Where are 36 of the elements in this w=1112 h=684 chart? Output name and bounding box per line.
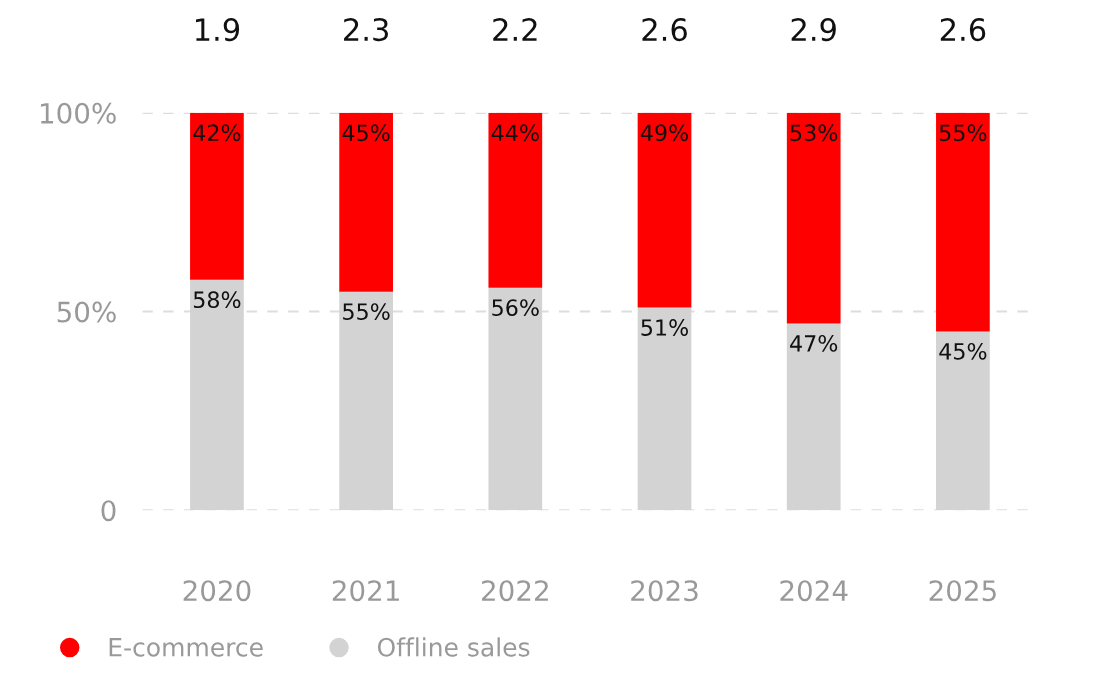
text: 2.6 [940, 18, 986, 42]
data-label: 45% [939, 342, 987, 360]
y-tick-label: 0 [101, 500, 116, 522]
legend-label: Offline sales [377, 637, 530, 657]
data-label: 53% [790, 124, 838, 142]
bar [786, 112, 841, 324]
data-label: 55% [939, 124, 987, 142]
y-tick-label: 100% [40, 102, 116, 124]
bar [190, 112, 244, 280]
x-tick-label: 2020 [183, 580, 251, 602]
data-label: 44% [491, 124, 539, 142]
bar [786, 323, 841, 511]
data-label: 49% [640, 124, 688, 142]
x-tick-label: 2021 [332, 580, 399, 602]
text: 2.6 [642, 18, 687, 42]
data-label: 58% [193, 291, 241, 309]
x-tick-label: 2024 [780, 580, 848, 602]
bar [488, 112, 543, 288]
bar [339, 112, 393, 292]
x-tick-label: 2025 [929, 580, 996, 602]
text: 2.3 [344, 18, 388, 42]
text: 2.9 [791, 18, 836, 42]
text: 2.2 [493, 18, 537, 41]
x-tick-label: 2023 [631, 580, 698, 602]
data-label: 42% [193, 124, 241, 142]
text: 1.9 [195, 18, 240, 42]
data-label: 45% [342, 124, 390, 142]
bar [936, 112, 990, 332]
data-label: 55% [343, 303, 390, 320]
x-tick-label: 2022 [482, 580, 548, 602]
data-label: 47% [790, 334, 838, 352]
bar [637, 112, 692, 308]
legend-label: E-commerce [109, 638, 263, 657]
data-label: 51% [641, 319, 688, 336]
data-label: 56% [492, 299, 539, 317]
y-tick-label: 50% [57, 301, 116, 323]
